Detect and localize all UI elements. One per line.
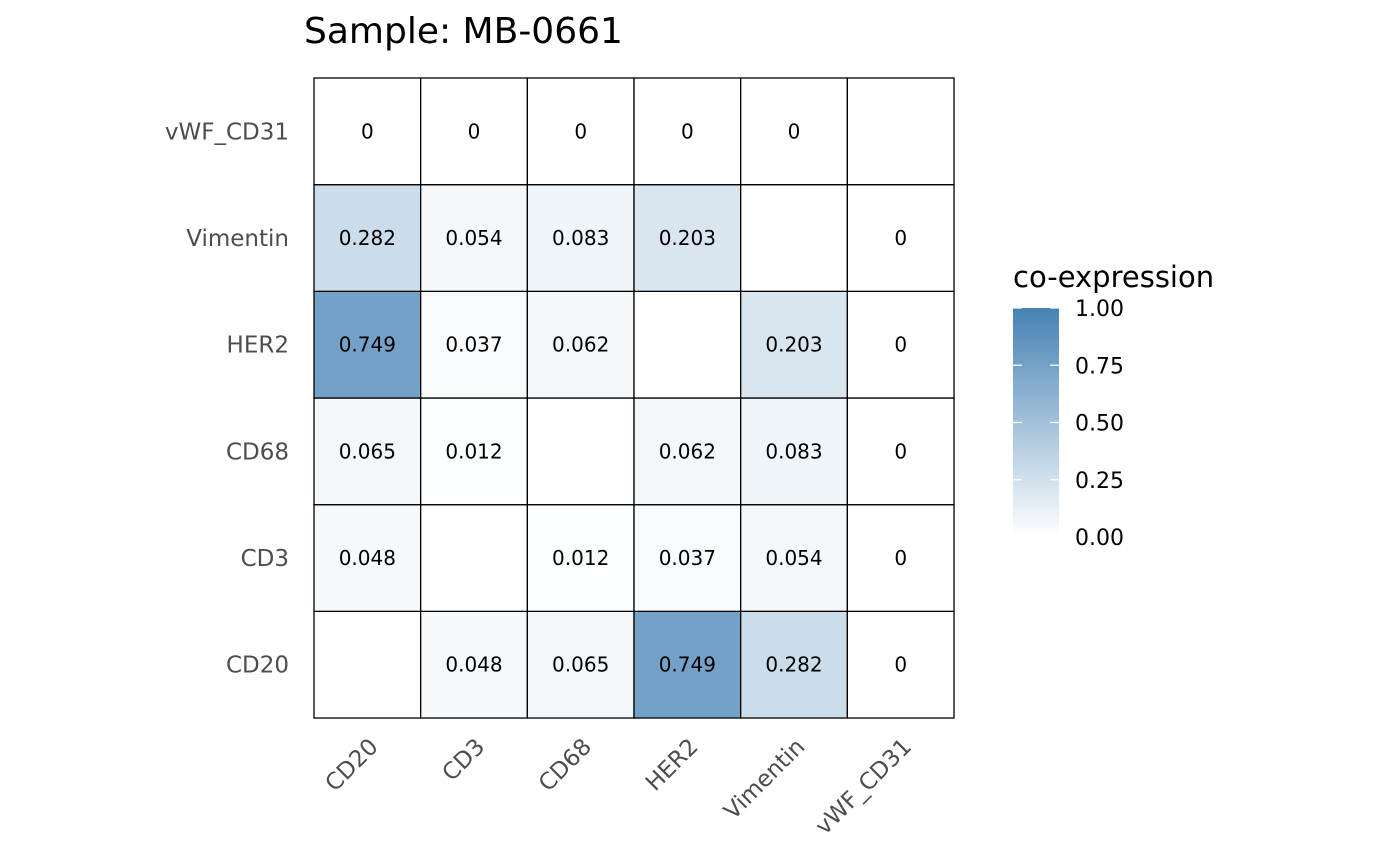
legend-tick-label: 0.75: [1075, 354, 1124, 379]
heatmap-cell: [846, 610, 955, 719]
cell-value-label: 0: [894, 333, 907, 357]
y-tick-label: vWF_CD31: [165, 119, 289, 145]
heatmap-cell-empty: [846, 77, 955, 186]
y-tick-label: HER2: [227, 333, 289, 359]
cell-value-label: 0: [894, 226, 907, 250]
cell-value-label: 0.037: [445, 333, 502, 357]
x-tick-label: HER2: [641, 734, 704, 797]
heatmap-cell: [526, 290, 635, 399]
cell-value-label: 0.749: [659, 653, 716, 677]
legend-tick-label: 0.00: [1075, 526, 1124, 551]
cell-value-label: 0.083: [765, 439, 822, 463]
heatmap-cell: [313, 184, 422, 292]
heatmap-cell: [526, 184, 635, 292]
heatmap-cell: [633, 504, 742, 612]
heatmap-cell: [420, 610, 528, 719]
heatmap-cell: [633, 397, 742, 506]
cell-value-label: 0.012: [552, 546, 609, 570]
cell-value-label: 0: [894, 439, 907, 463]
cell-value-label: 0.203: [765, 333, 822, 357]
cell-value-label: 0.048: [445, 653, 502, 677]
heatmap-cell-empty: [420, 504, 528, 612]
cell-value-label: 0.062: [552, 333, 609, 357]
heatmap-cell: [420, 290, 528, 399]
x-tick-label: CD68: [534, 734, 597, 797]
y-tick-label: CD68: [226, 439, 289, 465]
chart-title: Sample: MB-0661: [304, 11, 623, 52]
legend-tick-label: 0.50: [1075, 412, 1124, 437]
heatmap-cell-empty: [526, 397, 635, 506]
y-tick-label: CD3: [241, 546, 289, 572]
heatmap-cell: [846, 504, 955, 612]
heatmap-cell: [846, 184, 955, 292]
cell-value-label: 0.054: [445, 226, 502, 250]
cell-value-label: 0.065: [339, 439, 396, 463]
cell-value-label: 0.282: [765, 653, 822, 677]
x-tick-label: vWF_CD31: [811, 734, 917, 840]
cell-value-label: 0: [574, 119, 587, 143]
heatmap-cell: [313, 504, 422, 612]
cell-value-label: 0.083: [552, 226, 609, 250]
heatmap-cell: [526, 504, 635, 612]
cell-value-label: 0: [788, 119, 801, 143]
cell-value-label: 0: [681, 119, 694, 143]
heatmap-cell: [420, 397, 528, 506]
heatmap-cell: [633, 77, 742, 186]
x-tick-label: Vimentin: [719, 734, 810, 825]
heatmap-cell: [846, 397, 955, 506]
y-axis-labels: CD20 CD3 CD68 HER2 Vimentin vWF_CD31: [165, 119, 289, 678]
cell-value-label: 0.203: [659, 226, 716, 250]
cell-value-label: 0: [361, 119, 374, 143]
heatmap-cell: [526, 610, 635, 719]
color-legend: co-expression 0.00 0.25 0.50 0.75 1.00: [1013, 260, 1214, 551]
cell-value-label: 0.062: [659, 439, 716, 463]
cell-value-label: 0.054: [765, 546, 822, 570]
heatmap-cell-empty: [740, 184, 848, 292]
heatmap-cell-empty: [313, 610, 422, 719]
cell-value-label: 0.065: [552, 653, 609, 677]
cell-value-label: 0.048: [339, 546, 396, 570]
legend-tick-label: 1.00: [1075, 297, 1124, 322]
cell-value-label: 0: [894, 653, 907, 677]
cell-value-label: 0.282: [339, 226, 396, 250]
heatmap-cell: [526, 77, 635, 186]
heatmap-cell: [420, 77, 528, 186]
x-tick-label: CD20: [321, 734, 384, 797]
heatmap-cells: 0.048 0.065 0.749 0.282 0 0.048 0.012 0.037 0.05…: [313, 77, 955, 719]
legend-tick-label: 0.25: [1075, 469, 1124, 494]
x-axis-labels: CD20 CD3 CD68 HER2 Vimentin vWF_CD31: [321, 734, 917, 840]
cell-value-label: 0: [894, 546, 907, 570]
cell-value-label: 0.749: [339, 333, 396, 357]
heatmap-cell: [740, 610, 848, 719]
x-tick-label: CD3: [438, 734, 491, 787]
heatmap-cell: [740, 504, 848, 612]
heatmap-cell-empty: [633, 290, 742, 399]
legend-title: co-expression: [1013, 260, 1214, 294]
heatmap-cell: [313, 290, 422, 399]
cell-value-label: 0.037: [659, 546, 716, 570]
heatmap-cell: [740, 290, 848, 399]
cell-value-label: 0.012: [445, 439, 502, 463]
cell-value-label: 0: [468, 119, 481, 143]
y-tick-label: CD20: [226, 653, 289, 679]
heatmap-cell: [846, 290, 955, 399]
y-tick-label: Vimentin: [186, 226, 289, 252]
